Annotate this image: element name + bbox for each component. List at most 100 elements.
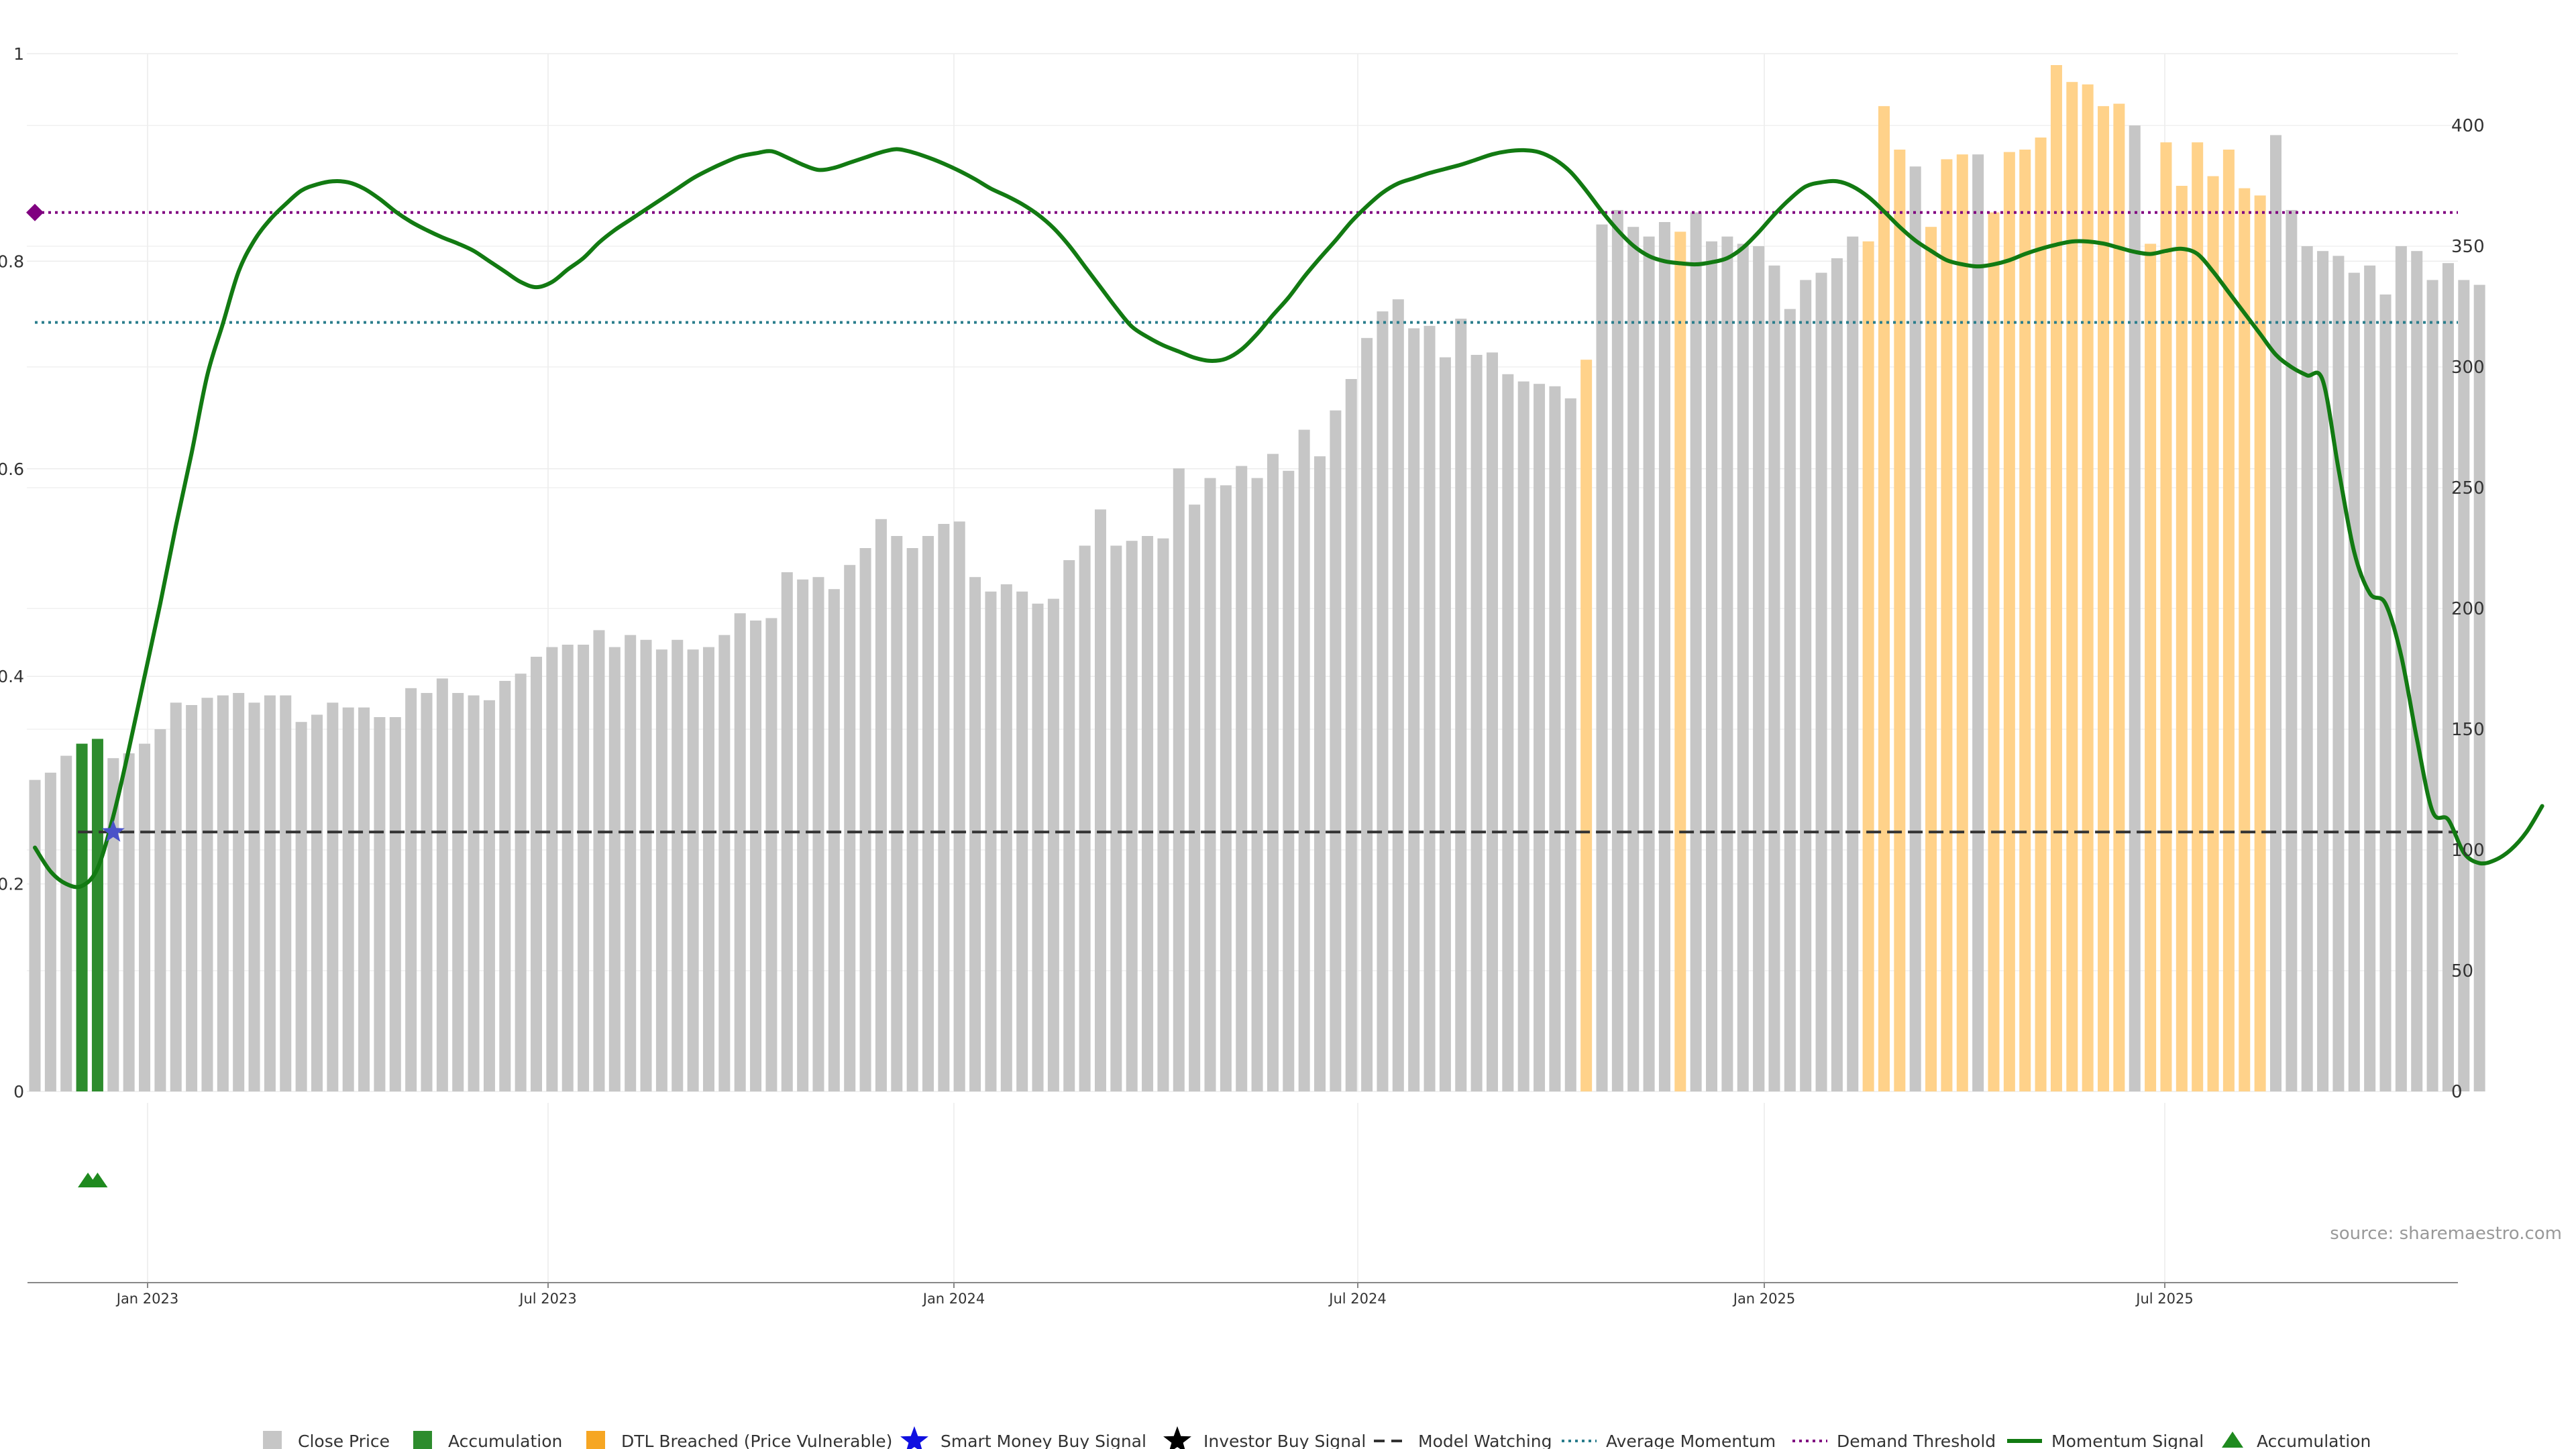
close-price-bar [593, 630, 605, 1091]
close-price-bar [1251, 478, 1263, 1091]
legend-accumulation-marker: Accumulation [2222, 1432, 2371, 1449]
axes: 0 0.2 0.4 0.6 0.8 1 0 50 100 150 200 250 300 350 400 Ja… [0, 44, 2485, 1307]
close-price-bar [1314, 456, 1326, 1091]
close-price-bar [1142, 536, 1154, 1091]
y-right-tick-label: 350 [2451, 237, 2485, 257]
close-price-bar [2458, 280, 2470, 1091]
close-price-bar [812, 577, 824, 1091]
dtl-breached-bar [2003, 152, 2015, 1092]
legend-swatch [263, 1431, 282, 1449]
close-price-bar [2426, 280, 2438, 1091]
close-price-bar [672, 639, 684, 1091]
legend-model-watching: Model Watching [1374, 1432, 1552, 1449]
x-tick-label: Jul 2025 [2135, 1291, 2193, 1307]
legend-swatch [413, 1431, 432, 1449]
close-price-bar [2411, 251, 2423, 1092]
dtl-breached-bar [2207, 176, 2219, 1092]
legend-label: Average Momentum [1606, 1432, 1776, 1449]
close-price-bar [953, 521, 965, 1091]
close-price-bar [718, 635, 731, 1091]
close-price-bar [1972, 154, 1984, 1092]
dtl-breached-bar [1580, 360, 1593, 1092]
close-price-bar [2332, 256, 2345, 1091]
dtl-breached-bar [1956, 154, 1968, 1092]
accumulation-bar [91, 739, 103, 1091]
dtl-breached-bar [2113, 103, 2125, 1092]
legend: Close Price Accumulation DTL Breached (Pri… [263, 1426, 2371, 1449]
close-price-bar [436, 678, 448, 1091]
close-price-bar [875, 519, 887, 1091]
y-right-tick-label: 0 [2451, 1082, 2463, 1102]
close-price-bar [1706, 241, 1718, 1091]
close-price-bar [186, 705, 198, 1091]
close-price-bar [29, 780, 41, 1091]
x-tick-label: Jan 2024 [922, 1291, 985, 1307]
close-price-bar [1611, 210, 1623, 1091]
close-price-bar [1753, 246, 1765, 1091]
dtl-breached-bar [1878, 106, 1890, 1092]
close-price-bar [170, 702, 182, 1091]
accumulation-bar [76, 743, 88, 1091]
close-price-bar [578, 645, 590, 1091]
close-price-bar [1486, 352, 1498, 1091]
close-price-bar [1455, 319, 1467, 1091]
close-price-bar [1534, 384, 1546, 1092]
close-price-bar [1831, 258, 1843, 1091]
close-price-bar [2473, 284, 2485, 1092]
close-price-bar [389, 717, 401, 1091]
legend-label: DTL Breached (Price Vulnerable) [621, 1432, 892, 1449]
close-price-bar [1439, 357, 1451, 1091]
close-price-bar [264, 695, 276, 1091]
close-price-bar [546, 647, 558, 1091]
close-price-bar [985, 591, 997, 1091]
dtl-breached-bar [2098, 106, 2110, 1092]
legend-label: Smart Money Buy Signal [941, 1432, 1146, 1449]
y-left-tick-label: 0.6 [0, 460, 24, 479]
dtl-breached-bar [2050, 65, 2062, 1091]
legend-close-price: Close Price [263, 1431, 390, 1449]
close-price-bar [1596, 224, 1608, 1092]
legend-smart-money: Smart Money Buy Signal [900, 1426, 1146, 1449]
x-tick-label: Jul 2023 [518, 1291, 576, 1307]
close-price-bar [922, 536, 934, 1091]
close-price-bar [844, 565, 856, 1091]
y-right-tick-label: 100 [2451, 841, 2485, 861]
x-tick-label: Jan 2023 [115, 1291, 179, 1307]
close-price-bar [1298, 429, 1310, 1091]
legend-label: Momentum Signal [2051, 1432, 2204, 1449]
close-price-bar [1000, 584, 1012, 1091]
close-price-bar [891, 536, 903, 1091]
close-price-bar [1768, 265, 1780, 1091]
close-price-bar [2301, 246, 2313, 1091]
close-price-bar [1784, 309, 1796, 1092]
close-price-bar [561, 645, 574, 1091]
legend-demand-threshold: Demand Threshold [1792, 1432, 1996, 1449]
legend-accumulation-bar: Accumulation [413, 1431, 562, 1449]
close-price-bar [233, 693, 245, 1091]
close-price-bar [201, 698, 213, 1091]
dtl-breached-bar [2160, 142, 2172, 1092]
signal-markers [78, 820, 125, 1187]
dtl-breached-bar [1988, 212, 2000, 1092]
close-price-bar [969, 577, 981, 1091]
close-price-bar [311, 714, 323, 1091]
legend-dtl-breached: DTL Breached (Price Vulnerable) [586, 1431, 892, 1449]
close-price-bar [1627, 227, 1640, 1092]
close-price-bar [797, 579, 809, 1091]
price-bars [29, 65, 2485, 1092]
y-left-tick-label: 0.4 [0, 667, 24, 686]
legend-triangle-icon [2222, 1432, 2243, 1448]
close-price-bar [499, 681, 511, 1091]
y-right-tick-label: 300 [2451, 358, 2485, 378]
close-price-bar [1408, 328, 1420, 1091]
close-price-bar [139, 743, 151, 1091]
dtl-breached-bar [2239, 188, 2251, 1092]
close-price-bar [1737, 244, 1749, 1091]
dtl-breached-bar [1894, 150, 1906, 1091]
close-price-bar [1517, 381, 1529, 1091]
close-price-bar [655, 649, 667, 1091]
close-price-bar [1032, 603, 1044, 1091]
close-price-bar [327, 702, 339, 1091]
close-price-bar [374, 717, 386, 1091]
close-price-bar [2348, 272, 2360, 1092]
